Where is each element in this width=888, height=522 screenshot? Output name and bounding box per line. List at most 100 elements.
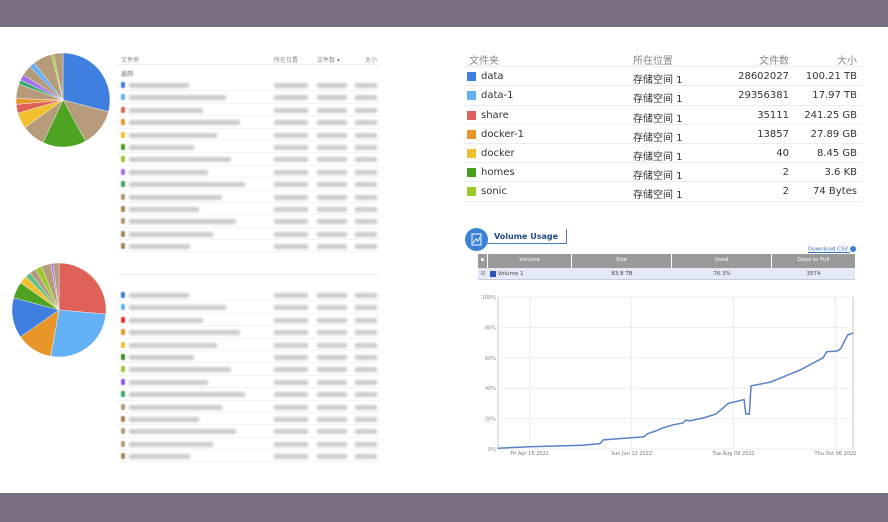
size-blurred [355,367,377,373]
table-row[interactable]: data 存储空间 1 28602027 100.21 TB [463,67,863,87]
size-blurred [355,157,377,163]
col-volume[interactable]: Volume [488,254,572,268]
table-row[interactable] [117,141,380,154]
folder-name-blurred [129,317,203,323]
table-row[interactable] [117,79,380,92]
table-row[interactable] [117,363,380,376]
table-row[interactable]: homes 存储空间 1 2 3.6 KB [463,163,863,183]
col-size[interactable]: Size [572,254,672,268]
table-row[interactable] [117,450,380,463]
table-row[interactable]: docker-1 存储空间 1 13857 27.89 GB [463,125,863,144]
table-row[interactable] [117,215,380,228]
table-row[interactable] [117,129,380,141]
folder-color-swatch [121,156,125,163]
location-blurred [274,95,308,101]
volume-usage-line-chart: 0% 20% 40% 60% 80% 100% Fri Apr 15 2022 Sun Jun… [482,295,857,457]
table-row[interactable] [117,388,380,401]
folder-table-blurred-bottom [117,261,380,463]
pie-slice[interactable] [58,262,107,315]
col-location[interactable]: 所在位置 [633,56,673,67]
row-checkbox[interactable]: ☑ [480,271,486,277]
table-row[interactable] [117,376,380,389]
count-blurred [317,157,347,163]
size-blurred [355,182,377,188]
col-count[interactable]: 文件数 [759,56,789,67]
count-blurred [317,120,347,126]
col-location[interactable]: 所在位置 [274,57,299,64]
top-bar [0,0,888,27]
pie-slice[interactable] [53,52,64,101]
folder-size: 74 Bytes [813,186,857,198]
table-row[interactable] [117,178,380,191]
data-point [852,332,854,334]
bottom-bar [0,493,888,522]
table-row[interactable] [117,104,380,117]
table-row[interactable] [117,301,380,314]
data-point [681,422,684,424]
y-tick-label: 60% [485,356,496,362]
table-row[interactable] [117,240,380,253]
data-point [685,419,687,421]
count-blurred [317,206,347,212]
folder-name: docker [481,147,515,159]
table-row[interactable] [117,153,380,166]
folder-name-blurred [129,83,189,88]
folder-color-swatch [121,119,125,126]
col-size[interactable]: 大小 [837,56,857,67]
pie-slice[interactable] [50,309,107,358]
table-row[interactable] [117,314,380,327]
col-days-to-full[interactable]: Days to Full [797,257,830,263]
plot-area [497,296,854,450]
volume-table: ▪ Volume Size Used Days to Full ☑ Volume… [478,254,855,280]
select-all-checkbox[interactable]: ▪ [478,254,488,268]
table-row[interactable] [117,166,380,179]
table-row[interactable] [117,116,380,129]
table-row[interactable]: sonic 存储空间 1 2 74 Bytes [463,182,863,202]
table-row[interactable]: ☑ Volume 1 83.8 TB 76.3% 3574 [478,268,855,280]
table-row[interactable] [117,228,380,241]
folder-color-swatch [467,91,476,101]
count-blurred [317,169,347,175]
table-row[interactable] [117,425,380,438]
table-row[interactable] [117,339,380,351]
data-point [529,446,531,448]
col-size[interactable]: 大小 [365,57,378,64]
col-folder[interactable]: 文件夹 [469,56,499,67]
table-row[interactable] [117,326,380,339]
size-blurred [355,429,377,435]
pie-slice[interactable] [52,262,60,311]
table-row[interactable] [117,289,380,302]
col-folder[interactable]: 文件夹 [121,57,140,64]
table-row[interactable] [117,351,380,364]
table-row[interactable]: data-1 存储空间 1 29356381 17.97 TB [463,86,863,106]
folder-size: 17.97 TB [812,90,857,102]
x-tick-label: Tue Aug 09 2022 [711,451,754,457]
table-row[interactable]: share 存储空间 1 35111 241.25 GB [463,106,863,125]
file-count: 29356381 [738,90,789,102]
folder-name-blurred [129,95,226,101]
table-row[interactable] [117,203,380,216]
location-blurred [274,169,308,175]
col-used[interactable]: Used [672,254,772,268]
col-count[interactable]: 文件数 ▾ [317,57,340,64]
volume-name: Volume 1 [497,271,524,277]
pie-slice[interactable] [62,52,111,112]
folder-location: 存储空间 1 [633,75,683,87]
volume-color-swatch [490,270,496,277]
table-row[interactable]: docker 存储空间 1 40 8.45 GB [463,144,863,164]
size-blurred [355,441,377,447]
back-link[interactable]: 返回 [121,71,134,78]
table-row[interactable] [117,413,380,426]
folder-name-blurred [129,404,222,410]
table-row[interactable] [117,191,380,203]
size-blurred [355,206,377,212]
folder-color-swatch [121,391,125,398]
table-row[interactable] [117,438,380,451]
folder-name: data [481,71,504,83]
size-blurred [355,354,377,360]
folder-color-swatch [121,193,125,200]
table-row[interactable] [117,91,380,104]
download-csv-link[interactable]: Download CSV [808,246,856,253]
table-header: 文件夹 所在位置 文件数 大小 [463,48,863,68]
table-row[interactable] [117,401,380,413]
